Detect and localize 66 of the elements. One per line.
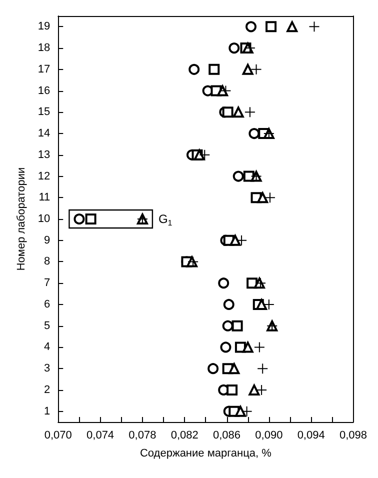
point <box>222 320 234 332</box>
point <box>226 384 238 396</box>
point <box>223 298 234 310</box>
point <box>232 170 244 182</box>
x-tick-label: 0,086 <box>213 430 241 442</box>
point <box>256 384 268 396</box>
point <box>232 106 244 118</box>
y-tick-label: 5 <box>44 320 50 332</box>
y-tick-label: 11 <box>38 192 50 204</box>
point <box>257 192 268 204</box>
point <box>248 128 260 140</box>
point <box>254 342 265 353</box>
y-tick-label: 1 <box>44 405 50 418</box>
point <box>232 320 243 332</box>
point <box>199 149 210 160</box>
point <box>248 384 260 396</box>
x-tick-label: 0,082 <box>170 430 198 442</box>
x-tick-label: 0,078 <box>128 430 156 442</box>
point <box>246 21 257 32</box>
y-tick-label: 12 <box>38 170 50 182</box>
x-tick-label: 0,074 <box>86 430 114 442</box>
x-tick-label: 0,094 <box>297 430 325 442</box>
point <box>236 234 248 246</box>
y-tick-label: 8 <box>44 256 50 268</box>
point <box>188 64 200 75</box>
point <box>228 42 240 54</box>
point <box>230 234 241 246</box>
point <box>256 298 268 310</box>
point <box>263 298 274 310</box>
y-tick-label: 18 <box>38 42 50 54</box>
point <box>85 214 96 224</box>
y-tick-label: 14 <box>38 128 50 140</box>
point <box>250 64 262 75</box>
y-tick-label: 19 <box>38 20 50 33</box>
point <box>242 342 254 353</box>
y-tick-label: 17 <box>38 63 50 76</box>
x-axis-title: Содержание марганца, % <box>140 448 272 460</box>
point <box>228 363 240 374</box>
y-tick-label: 13 <box>38 148 50 161</box>
point <box>242 64 254 75</box>
y-tick-label: 16 <box>38 84 50 97</box>
y-axis-title: Номер лаборатории <box>16 167 28 271</box>
point <box>244 106 256 118</box>
point <box>208 363 219 374</box>
y-tick-label: 4 <box>44 341 50 354</box>
point <box>208 64 220 75</box>
y-tick-label: 3 <box>44 362 50 375</box>
y-tick-label: 10 <box>38 213 50 225</box>
point <box>257 363 268 374</box>
point <box>264 192 276 204</box>
y-tick-label: 7 <box>44 277 50 290</box>
y-tick-label: 9 <box>44 234 50 246</box>
x-tick-label: 0,070 <box>44 430 72 442</box>
y-tick-label: 15 <box>38 106 50 118</box>
y-tick-label: 2 <box>44 384 50 396</box>
point <box>74 214 85 224</box>
x-tick-label: 0,090 <box>255 430 283 442</box>
point <box>286 21 298 32</box>
point <box>222 106 234 118</box>
x-tick-label: 0,098 <box>339 430 367 442</box>
point <box>266 21 277 32</box>
y-tick-label: 6 <box>44 298 50 310</box>
point <box>218 278 230 289</box>
point <box>220 342 232 353</box>
point <box>234 406 246 417</box>
point <box>308 21 320 32</box>
